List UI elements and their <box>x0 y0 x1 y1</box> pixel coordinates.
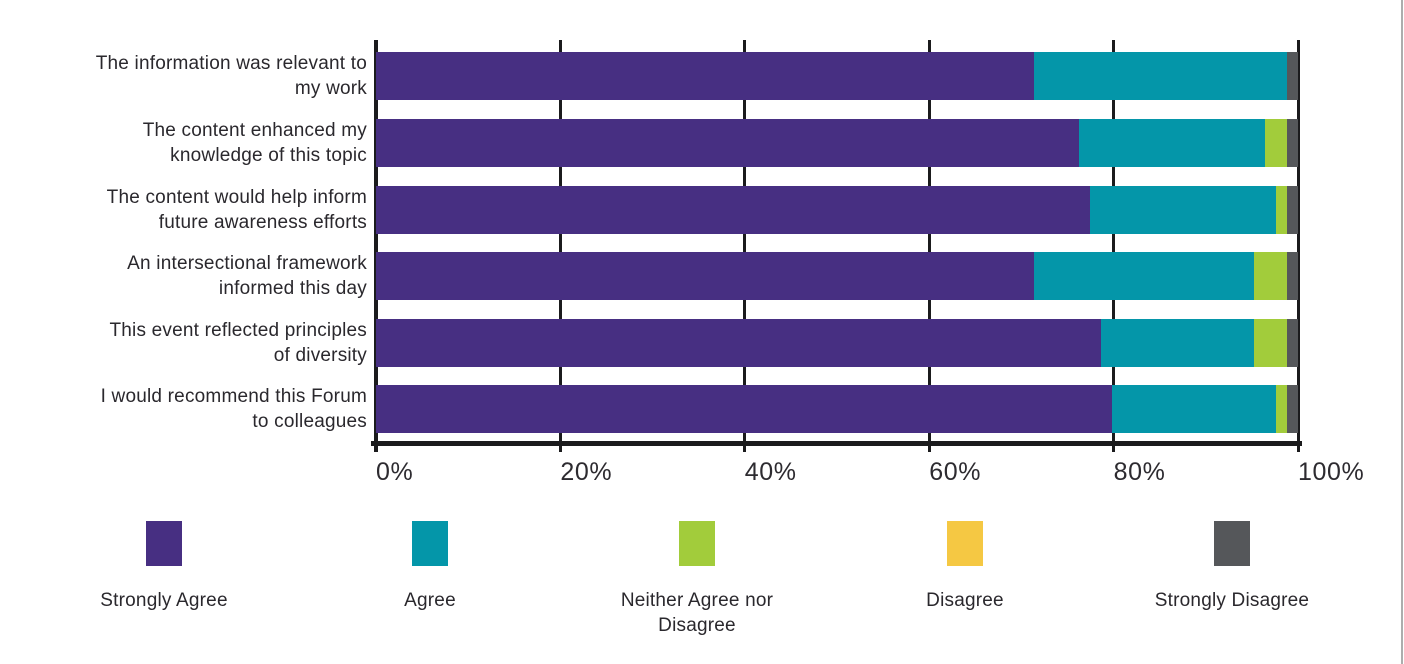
category-label: I would recommend this Forum to colleague… <box>0 384 367 434</box>
category-label: The information was relevant to my work <box>0 51 367 101</box>
legend-swatch-agree <box>412 521 448 566</box>
x-tick-label: 80% <box>1113 458 1166 486</box>
legend-label: Agree <box>404 590 456 611</box>
bar-segment-strongly-agree <box>376 385 1112 434</box>
bar-row <box>376 185 1298 234</box>
x-tick-label: 100% <box>1298 458 1365 486</box>
bar-segment-strongly-agree <box>376 52 1035 101</box>
bar-row <box>376 318 1298 367</box>
category-label: The content enhanced my knowledge of this… <box>0 118 367 168</box>
bar-segment-strongly-disagree <box>1286 252 1298 301</box>
category-label-line: my work <box>294 78 367 100</box>
x-axis-line <box>371 441 1302 446</box>
bar-segment-agree <box>1100 318 1254 367</box>
bar-segment-neither-agree-nor-disagree <box>1275 385 1287 434</box>
legend-swatch-strongly-disagree <box>1214 521 1250 566</box>
category-label-line: to colleagues <box>252 411 367 433</box>
x-tick-label: 20% <box>560 458 613 486</box>
bar-segment-strongly-disagree <box>1286 318 1298 367</box>
gridline <box>558 40 562 452</box>
legend-item: Strongly Agree <box>54 521 274 613</box>
x-tick-label: 60% <box>929 458 982 486</box>
x-tick-label: 40% <box>744 458 797 486</box>
legend-label: Strongly Agree <box>100 590 228 611</box>
bar-segment-strongly-disagree <box>1286 119 1298 167</box>
bar-segment-strongly-agree <box>376 252 1035 301</box>
bar-segment-neither-agree-nor-disagree <box>1275 185 1287 234</box>
category-label-line: I would recommend this Forum <box>100 386 367 408</box>
gridline <box>374 40 378 452</box>
bar-segment-neither-agree-nor-disagree <box>1264 119 1287 167</box>
legend-label: Disagree <box>926 590 1004 611</box>
category-label-line: of diversity <box>273 344 367 366</box>
category-label-line: The content enhanced my <box>142 120 367 141</box>
category-label-line: informed this day <box>218 278 367 300</box>
gridline <box>1296 40 1300 452</box>
bar-segment-neither-agree-nor-disagree <box>1253 318 1287 367</box>
legend-label: Neither Agree nor Disagree <box>620 590 774 636</box>
bar-row <box>376 119 1298 167</box>
category-label: An intersectional framework informed this… <box>0 251 367 301</box>
legend-swatch-disagree <box>947 521 983 566</box>
category-label-line: The information was relevant to <box>95 53 367 75</box>
category-label-line: knowledge of this topic <box>170 145 367 166</box>
bar-segment-neither-agree-nor-disagree <box>1253 252 1287 301</box>
category-label-line: An intersectional framework <box>127 253 367 275</box>
legend-item: Disagree <box>855 521 1075 613</box>
bar-segment-strongly-agree <box>376 318 1101 367</box>
bar-row <box>376 385 1298 434</box>
x-tick-label: 0% <box>376 458 414 486</box>
category-label-line: This event reflected principles <box>109 319 367 341</box>
bar-row <box>376 52 1298 101</box>
category-label-line: The content would help inform <box>106 186 367 208</box>
bar-segment-strongly-disagree <box>1286 185 1298 234</box>
bar-segment-agree <box>1078 119 1265 167</box>
legend-item: Strongly Disagree <box>1122 521 1342 613</box>
gridline <box>743 40 747 452</box>
plot-area <box>371 40 1302 452</box>
bar-segment-agree <box>1034 252 1254 301</box>
gridline <box>1112 40 1116 452</box>
right-edge-border <box>1401 0 1403 664</box>
bar-row <box>376 252 1298 301</box>
bar-segment-strongly-disagree <box>1286 385 1298 434</box>
bar-segment-agree <box>1034 52 1287 101</box>
category-label: The content would help inform future awar… <box>0 185 367 235</box>
gridline <box>927 40 931 452</box>
legend-item: Agree <box>320 521 540 613</box>
legend-label: Strongly Disagree <box>1154 590 1310 611</box>
category-label-line: future awareness efforts <box>158 211 367 233</box>
bar-segment-strongly-agree <box>376 119 1079 167</box>
legend-item: Neither Agree nor Disagree <box>587 521 807 638</box>
legend-swatch-strongly-agree <box>146 521 182 566</box>
category-label: This event reflected principles of divers… <box>0 318 367 368</box>
bar-segment-agree <box>1089 185 1276 234</box>
legend-swatch-neither-agree-nor-disagree <box>679 521 715 566</box>
bar-segment-agree <box>1111 385 1276 434</box>
bar-segment-strongly-agree <box>376 185 1090 234</box>
bar-segment-strongly-disagree <box>1286 52 1298 101</box>
